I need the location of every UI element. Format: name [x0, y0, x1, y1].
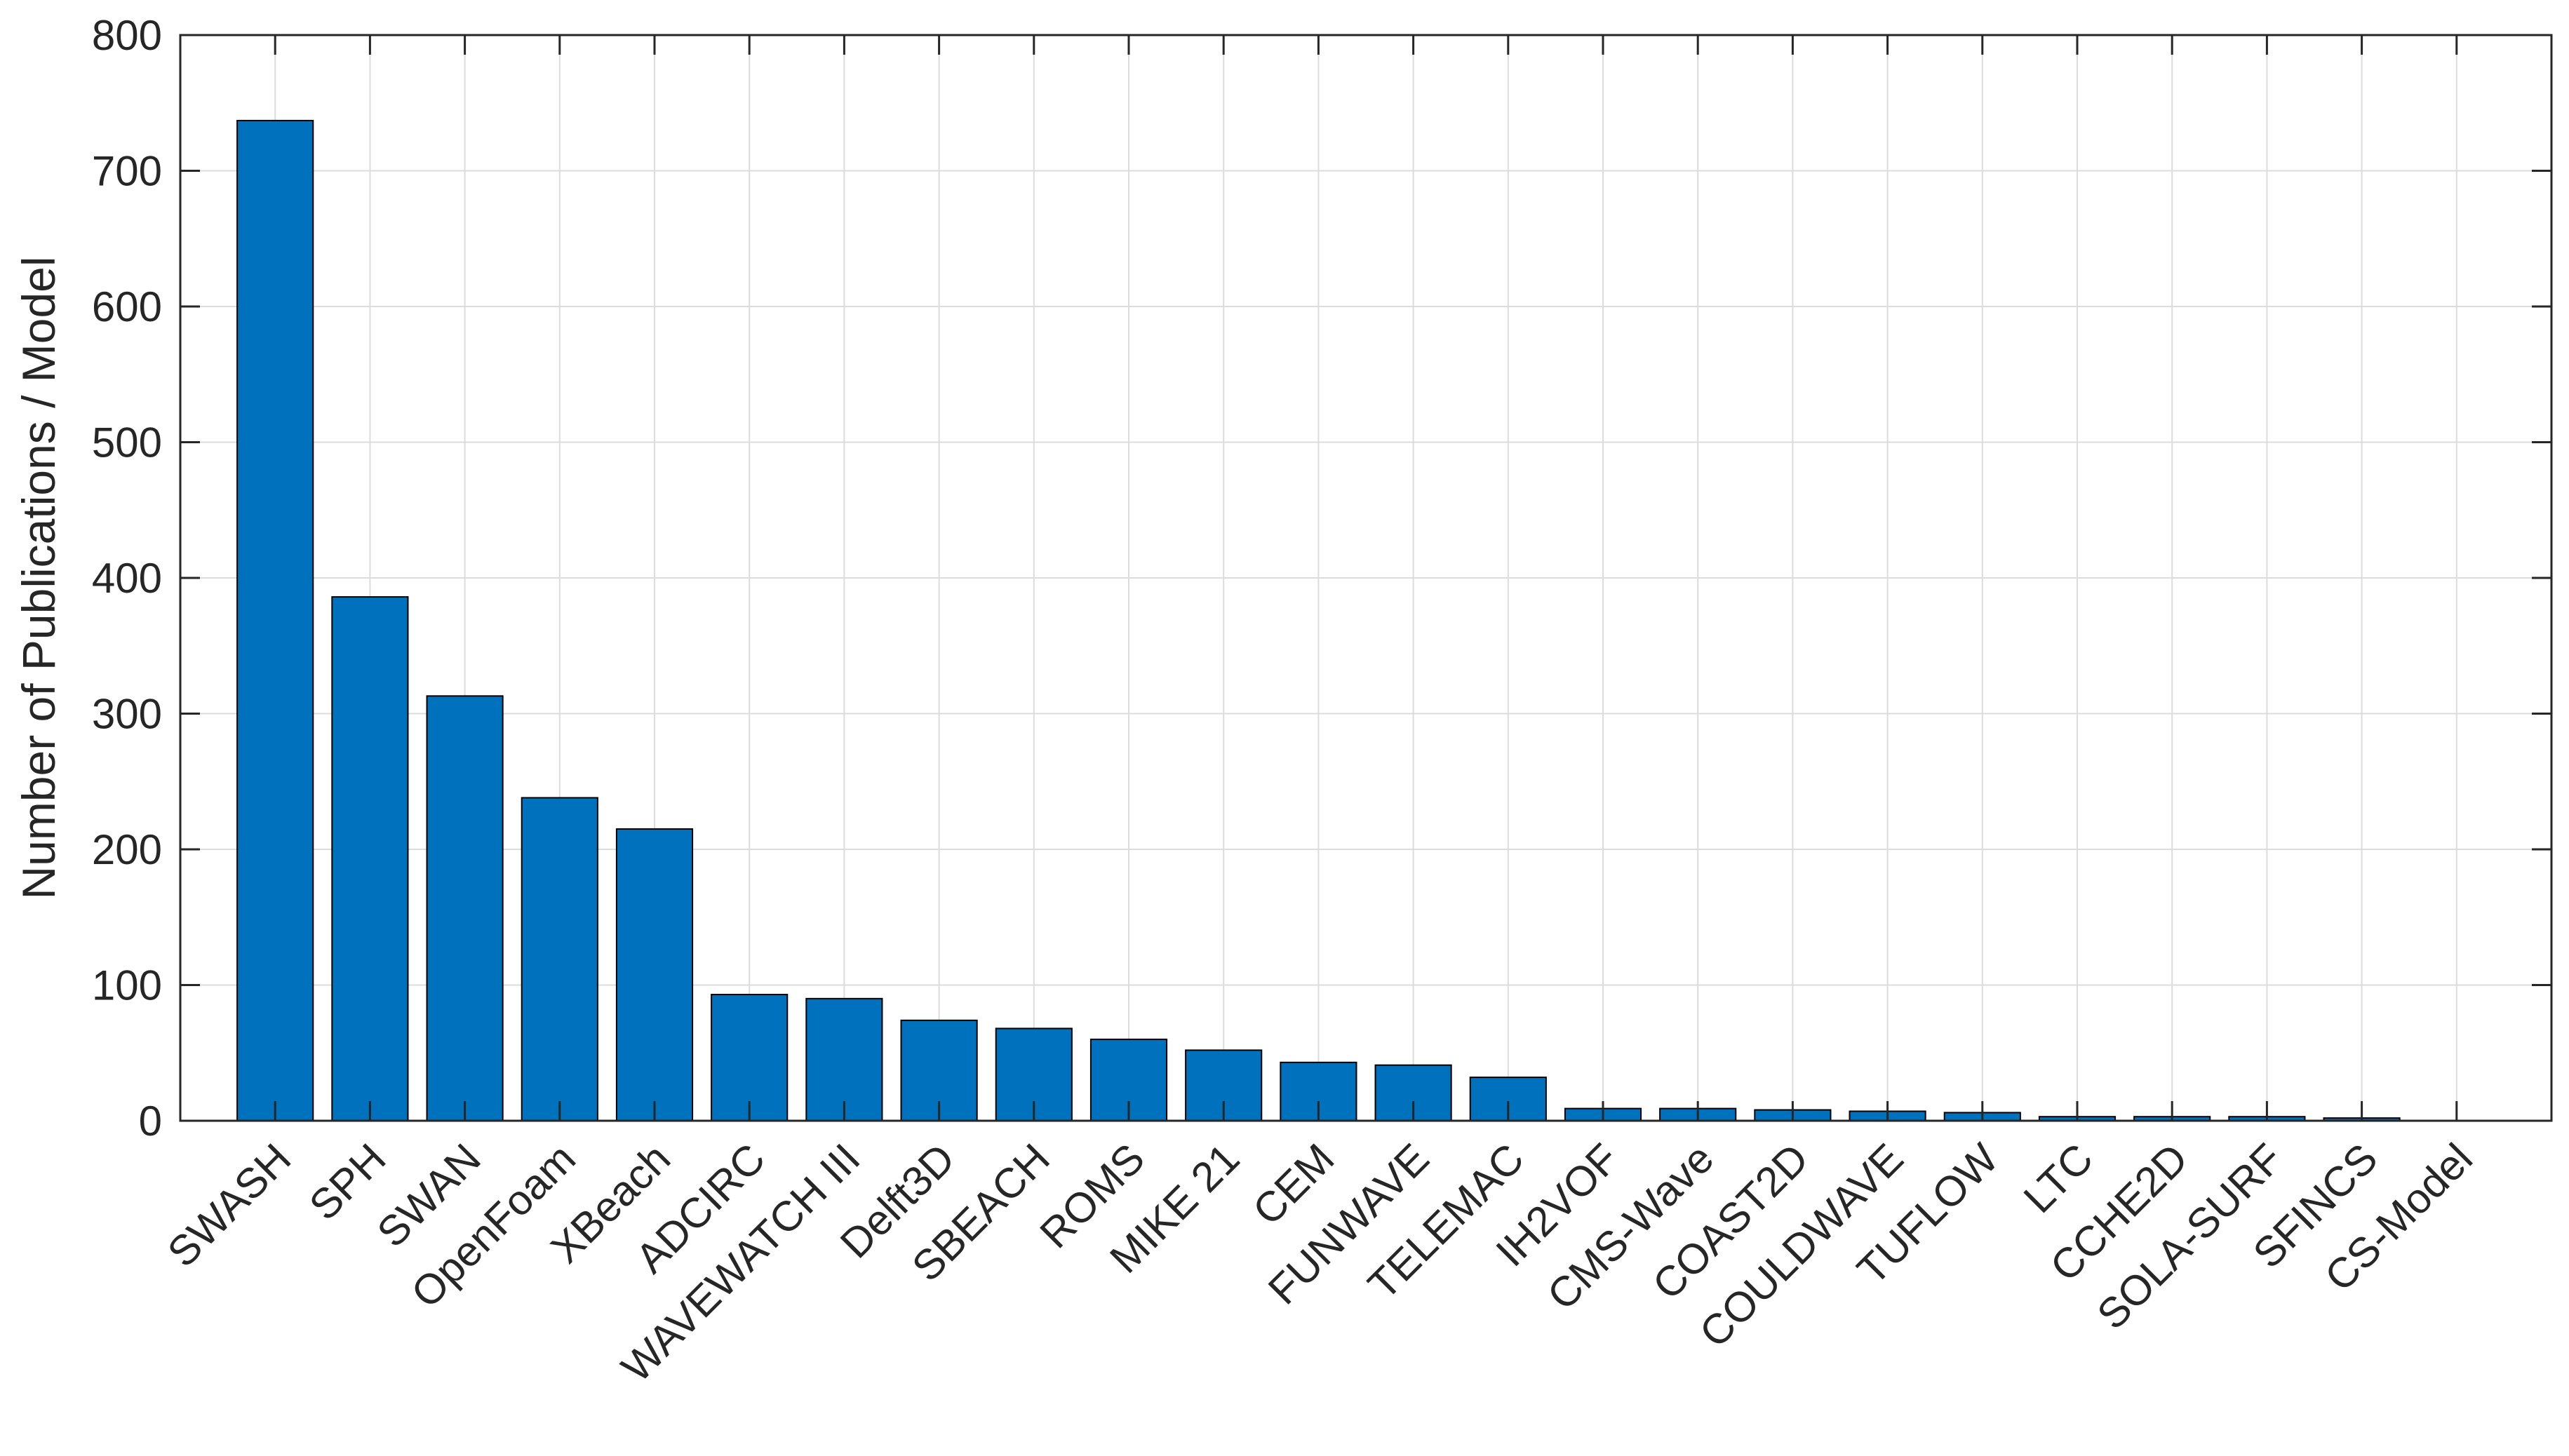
- grid-lines: [180, 34, 2551, 1121]
- y-tick-label: 600: [92, 283, 162, 330]
- y-axis-ticks: 0 100 200 300 400 500 600 700 800: [92, 12, 2551, 1145]
- y-tick-label: 0: [139, 1098, 162, 1145]
- bar-wavewatch-iii: [805, 997, 883, 1121]
- bar-xbeach: [615, 828, 694, 1121]
- bar-openfoam: [521, 797, 598, 1121]
- bars: [236, 119, 2401, 1122]
- y-axis-title: Number of Publications / Model: [13, 256, 65, 899]
- y-tick-label: 200: [92, 826, 162, 873]
- bar-swash: [236, 119, 314, 1121]
- y-tick-label: 800: [92, 12, 162, 59]
- y-tick-label: 700: [92, 148, 162, 195]
- y-tick-label: 100: [92, 962, 162, 1009]
- bar-sph: [331, 596, 409, 1121]
- y-tick-label: 300: [92, 691, 162, 738]
- bar-adcirc: [711, 994, 789, 1122]
- bar-swan: [426, 695, 504, 1121]
- y-tick-label: 400: [92, 555, 162, 602]
- y-tick-label: 500: [92, 419, 162, 466]
